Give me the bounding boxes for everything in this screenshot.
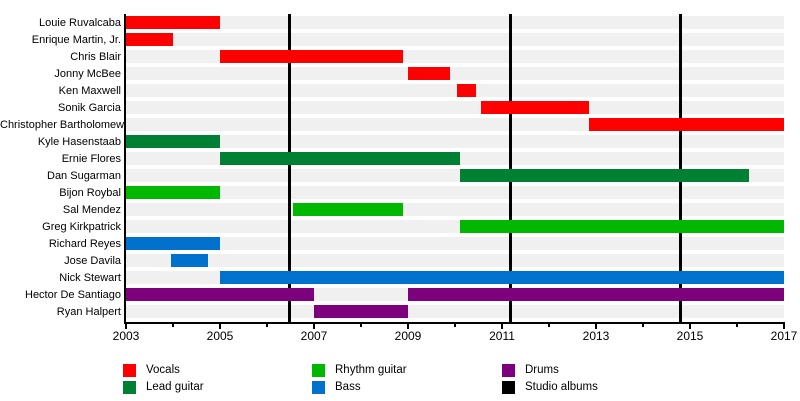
tenure-bar-drums-ryan-halpert bbox=[314, 305, 408, 318]
legend-swatch-vocals bbox=[123, 364, 136, 377]
x-axis-minor-tick bbox=[454, 323, 456, 327]
legend-item-vocals: Vocals bbox=[123, 364, 180, 377]
timeline-track-bijon-roybal bbox=[126, 186, 784, 199]
tenure-bar-rhythm-guitar-bijon-roybal bbox=[126, 186, 220, 199]
legend-swatch-rhythm-guitar bbox=[312, 364, 325, 377]
tenure-bar-vocals-jonny-mcbee bbox=[408, 67, 451, 80]
x-axis-minor-tick bbox=[266, 323, 268, 327]
x-axis-minor-tick bbox=[172, 323, 174, 327]
member-label-hector-de-santiago: Hector De Santiago bbox=[25, 289, 121, 301]
legend-label-bass: Bass bbox=[335, 381, 361, 393]
legend-label-vocals: Vocals bbox=[146, 364, 180, 376]
tenure-bar-bass-richard-reyes bbox=[126, 237, 220, 250]
tenure-bar-lead-guitar-ernie-flores bbox=[220, 152, 460, 165]
studio-album-line-1 bbox=[287, 14, 291, 322]
member-label-sonik-garcia: Sonik Garcia bbox=[58, 102, 121, 114]
tenure-bar-vocals-chris-blair bbox=[220, 50, 404, 63]
x-axis-minor-tick bbox=[360, 323, 362, 327]
x-axis-line bbox=[124, 322, 785, 324]
tenure-bar-vocals-sonik-garcia bbox=[480, 101, 589, 114]
legend-label-studio-albums: Studio albums bbox=[525, 381, 598, 393]
legend-item-bass: Bass bbox=[312, 381, 361, 394]
x-axis-major-tick bbox=[407, 323, 409, 329]
timeline-track-jose-davila bbox=[126, 254, 784, 267]
member-label-bijon-roybal: Bijon Roybal bbox=[59, 187, 121, 199]
member-label-jonny-mcbee: Jonny McBee bbox=[54, 68, 121, 80]
legend-swatch-bass bbox=[312, 381, 325, 394]
legend-label-drums: Drums bbox=[525, 364, 559, 376]
member-label-sal-mendez: Sal Mendez bbox=[62, 204, 121, 216]
member-label-nick-stewart: Nick Stewart bbox=[59, 272, 121, 284]
member-label-chris-blair: Chris Blair bbox=[70, 51, 121, 63]
tenure-bar-vocals-christopher-bartholomew bbox=[588, 118, 784, 131]
member-label-ernie-flores: Ernie Flores bbox=[61, 153, 121, 165]
timeline-track-enrique-martin-jr bbox=[126, 33, 784, 46]
tenure-bar-bass-nick-stewart bbox=[220, 271, 784, 284]
tenure-bar-lead-guitar-dan-sugarman bbox=[459, 169, 749, 182]
member-label-greg-kirkpatrick: Greg Kirkpatrick bbox=[42, 221, 121, 233]
x-axis-major-tick bbox=[689, 323, 691, 329]
tenure-bar-bass-jose-davila bbox=[170, 254, 209, 267]
tenure-bar-vocals-louie-ruvalcaba bbox=[126, 16, 220, 29]
x-axis-major-tick bbox=[595, 323, 597, 329]
tenure-bar-rhythm-guitar-sal-mendez bbox=[292, 203, 404, 216]
timeline-track-richard-reyes bbox=[126, 237, 784, 250]
tenure-bar-lead-guitar-kyle-hasenstaab bbox=[126, 135, 220, 148]
x-axis-major-tick bbox=[501, 323, 503, 329]
tenure-bar-vocals-ken-maxwell bbox=[457, 84, 477, 97]
timeline-track-sal-mendez bbox=[126, 203, 784, 216]
tenure-bar-drums-hector-de-santiago bbox=[408, 288, 784, 301]
tenure-bar-rhythm-guitar-greg-kirkpatrick bbox=[459, 220, 784, 233]
member-label-louie-ruvalcaba: Louie Ruvalcaba bbox=[39, 17, 121, 29]
legend-item-lead-guitar: Lead guitar bbox=[123, 381, 204, 394]
x-axis-major-tick bbox=[125, 323, 127, 329]
member-label-enrique-martin-jr: Enrique Martin, Jr. bbox=[31, 34, 121, 46]
timeline-track-sonik-garcia bbox=[126, 101, 784, 114]
legend-label-rhythm-guitar: Rhythm guitar bbox=[335, 364, 407, 376]
legend-swatch-drums bbox=[502, 364, 515, 377]
member-label-ken-maxwell: Ken Maxwell bbox=[58, 85, 121, 97]
x-axis-year-label-2009: 2009 bbox=[394, 329, 422, 343]
member-label-christopher-bartholomew: Christopher Bartholomew bbox=[0, 119, 125, 131]
timeline-track-jonny-mcbee bbox=[126, 67, 784, 80]
studio-album-line-2 bbox=[508, 14, 512, 322]
legend-label-lead-guitar: Lead guitar bbox=[146, 381, 204, 393]
timeline-track-kyle-hasenstaab bbox=[126, 135, 784, 148]
y-axis-line bbox=[124, 14, 126, 322]
legend-item-studio-albums: Studio albums bbox=[502, 381, 598, 394]
timeline-track-ryan-halpert bbox=[126, 305, 784, 318]
legend-item-rhythm-guitar: Rhythm guitar bbox=[312, 364, 407, 377]
x-axis-major-tick bbox=[783, 323, 785, 329]
x-axis-major-tick bbox=[313, 323, 315, 329]
x-axis-year-label-2007: 2007 bbox=[300, 329, 328, 343]
x-axis-major-tick bbox=[219, 323, 221, 329]
legend-item-drums: Drums bbox=[502, 364, 559, 377]
member-label-dan-sugarman: Dan Sugarman bbox=[47, 170, 121, 182]
legend-swatch-studio-albums bbox=[502, 381, 515, 394]
x-axis-minor-tick bbox=[736, 323, 738, 327]
x-axis-year-label-2015: 2015 bbox=[676, 329, 704, 343]
studio-album-line-3 bbox=[679, 14, 683, 322]
x-axis-year-label-2003: 2003 bbox=[112, 329, 140, 343]
timeline-track-ken-maxwell bbox=[126, 84, 784, 97]
member-label-ryan-halpert: Ryan Halpert bbox=[56, 306, 121, 318]
x-axis-year-label-2013: 2013 bbox=[582, 329, 610, 343]
timeline-track-louie-ruvalcaba bbox=[126, 16, 784, 29]
legend-swatch-lead-guitar bbox=[123, 381, 136, 394]
x-axis-year-label-2017: 2017 bbox=[770, 329, 798, 343]
x-axis-year-label-2011: 2011 bbox=[489, 329, 515, 343]
x-axis-year-label-2005: 2005 bbox=[206, 329, 234, 343]
tenure-bar-vocals-enrique-martin-jr bbox=[126, 33, 173, 46]
x-axis-minor-tick bbox=[548, 323, 550, 327]
x-axis-minor-tick bbox=[642, 323, 644, 327]
member-label-kyle-hasenstaab: Kyle Hasenstaab bbox=[37, 136, 121, 148]
tenure-bar-drums-hector-de-santiago bbox=[126, 288, 314, 301]
member-label-richard-reyes: Richard Reyes bbox=[48, 238, 121, 250]
member-label-jose-davila: Jose Davila bbox=[64, 255, 121, 267]
